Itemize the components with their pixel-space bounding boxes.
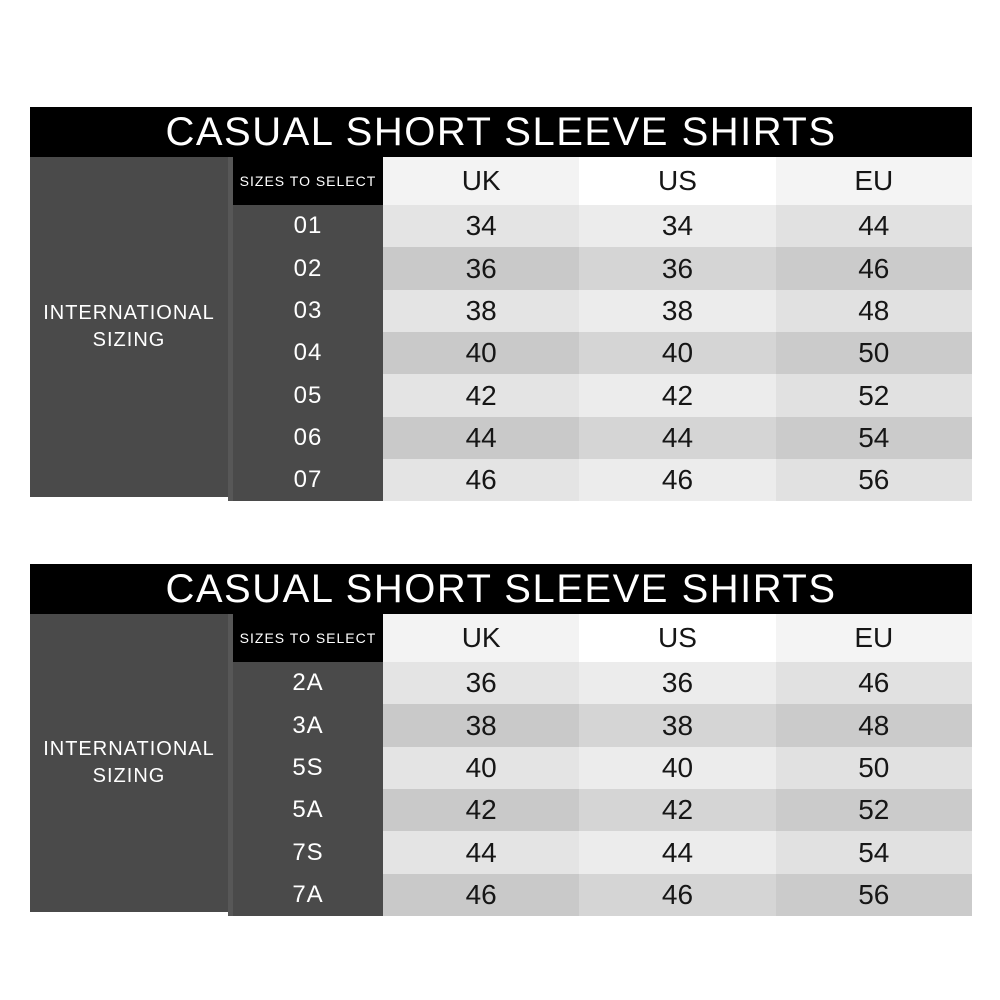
table-title: CASUAL SHORT SLEEVE SHIRTS: [165, 566, 837, 611]
eu-column: EU 46 48 50 52 54 56: [775, 614, 972, 917]
international-sizing-line2: SIZING: [92, 329, 166, 352]
uk-column: UK 36 38 40 42 44 46: [383, 614, 580, 917]
size-value-cell: 44: [579, 831, 776, 874]
size-value-cell: 50: [775, 746, 972, 790]
us-column-header: US: [579, 157, 776, 205]
column-divider: [228, 614, 233, 917]
size-label: 06: [233, 416, 383, 460]
sizes-to-select-header: SIZES TO SELECT: [233, 157, 383, 205]
table-title-bar: CASUAL SHORT SLEEVE SHIRTS: [30, 107, 972, 157]
sizes-column: SIZES TO SELECT 01 02 03 04 05 06 07: [233, 157, 383, 502]
size-label: 5A: [233, 789, 383, 832]
size-label: 04: [233, 332, 383, 375]
size-value-cell: 38: [579, 289, 776, 333]
size-value-cell: 42: [383, 374, 580, 417]
sizes-column: SIZES TO SELECT 2A 3A 5S 5A 7S 7A: [233, 614, 383, 917]
size-value-cell: 34: [383, 205, 580, 248]
size-value-cell: 46: [383, 873, 580, 917]
eu-column: EU 44 46 48 50 52 54 56: [775, 157, 972, 502]
size-value-cell: 38: [383, 289, 580, 333]
size-value-cell: 40: [579, 746, 776, 790]
eu-column-header: EU: [775, 157, 972, 205]
size-value-cell: 46: [579, 873, 776, 917]
size-label: 03: [233, 289, 383, 333]
size-value-cell: 56: [775, 873, 972, 917]
column-divider: [228, 157, 233, 502]
uk-column-header: UK: [383, 157, 580, 205]
international-sizing-line2: SIZING: [92, 765, 166, 788]
size-value-cell: 46: [775, 247, 972, 290]
size-chart-table-top: CASUAL SHORT SLEEVE SHIRTS INTERNATIONAL…: [30, 107, 972, 502]
size-value-cell: 44: [383, 416, 580, 460]
size-label: 01: [233, 205, 383, 248]
size-label: 3A: [233, 704, 383, 747]
size-label: 7A: [233, 873, 383, 917]
us-column: US 36 38 40 42 44 46: [579, 614, 776, 917]
size-value-cell: 40: [383, 746, 580, 790]
size-value-cell: 46: [775, 662, 972, 705]
size-label: 7S: [233, 831, 383, 874]
size-value-cell: 38: [579, 704, 776, 747]
size-value-cell: 44: [775, 205, 972, 248]
sizes-column-body: 01 02 03 04 05 06 07: [233, 205, 383, 502]
size-value-cell: 46: [579, 459, 776, 502]
size-value-cell: 46: [383, 459, 580, 502]
size-value-cell: 38: [383, 704, 580, 747]
size-value-cell: 36: [579, 247, 776, 290]
size-value-cell: 34: [579, 205, 776, 248]
size-value-cell: 44: [383, 831, 580, 874]
size-label: 07: [233, 459, 383, 502]
table-body: INTERNATIONAL SIZING SIZES TO SELECT 2A 3…: [30, 614, 972, 917]
sizes-to-select-header: SIZES TO SELECT: [233, 614, 383, 662]
size-value-cell: 52: [775, 374, 972, 417]
international-sizing-line1: INTERNATIONAL: [43, 302, 215, 325]
size-chart-table-bottom: CASUAL SHORT SLEEVE SHIRTS INTERNATIONAL…: [30, 564, 972, 917]
table-body: INTERNATIONAL SIZING SIZES TO SELECT 01 0…: [30, 157, 972, 502]
size-label: 2A: [233, 662, 383, 705]
sizes-column-body: 2A 3A 5S 5A 7S 7A: [233, 662, 383, 917]
size-value-cell: 52: [775, 789, 972, 832]
us-column: US 34 36 38 40 42 44 46: [579, 157, 776, 502]
size-value-cell: 42: [579, 789, 776, 832]
size-label: 05: [233, 374, 383, 417]
us-column-header: US: [579, 614, 776, 662]
size-value-cell: 42: [579, 374, 776, 417]
size-label: 5S: [233, 746, 383, 790]
size-value-cell: 44: [579, 416, 776, 460]
uk-column: UK 34 36 38 40 42 44 46: [383, 157, 580, 502]
size-value-cell: 56: [775, 459, 972, 502]
size-value-cell: 36: [383, 662, 580, 705]
size-value-cell: 40: [383, 332, 580, 375]
size-value-cell: 48: [775, 704, 972, 747]
size-value-cell: 50: [775, 332, 972, 375]
size-value-cell: 48: [775, 289, 972, 333]
size-value-cell: 54: [775, 831, 972, 874]
eu-column-header: EU: [775, 614, 972, 662]
size-value-cell: 54: [775, 416, 972, 460]
international-sizing-block: INTERNATIONAL SIZING: [30, 614, 228, 913]
table-title: CASUAL SHORT SLEEVE SHIRTS: [165, 109, 837, 154]
international-sizing-line1: INTERNATIONAL: [43, 738, 215, 761]
size-value-cell: 36: [579, 662, 776, 705]
international-sizing-block: INTERNATIONAL SIZING: [30, 157, 228, 498]
size-value-cell: 36: [383, 247, 580, 290]
size-value-cell: 40: [579, 332, 776, 375]
table-title-bar: CASUAL SHORT SLEEVE SHIRTS: [30, 564, 972, 614]
uk-column-header: UK: [383, 614, 580, 662]
size-label: 02: [233, 247, 383, 290]
size-value-cell: 42: [383, 789, 580, 832]
